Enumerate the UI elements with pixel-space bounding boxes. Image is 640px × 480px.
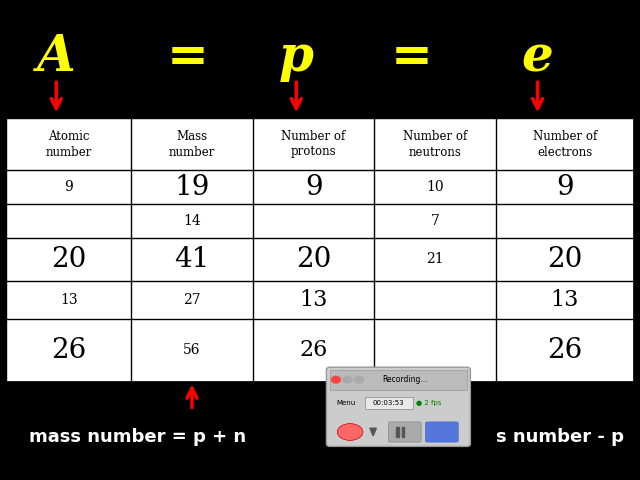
Bar: [330, 370, 467, 390]
Polygon shape: [402, 427, 404, 437]
Text: s number - p: s number - p: [496, 428, 624, 446]
Text: 13: 13: [60, 293, 77, 307]
FancyBboxPatch shape: [388, 422, 421, 442]
Text: 9: 9: [305, 174, 323, 201]
Text: Menu: Menu: [336, 400, 355, 406]
Text: 20: 20: [296, 246, 332, 273]
Circle shape: [343, 376, 352, 383]
Text: 13: 13: [300, 289, 328, 311]
Text: 20: 20: [547, 246, 582, 273]
Bar: [6, 118, 634, 382]
Text: 13: 13: [550, 289, 579, 311]
Text: 26: 26: [547, 337, 582, 364]
Text: A: A: [37, 33, 76, 82]
Circle shape: [332, 376, 340, 383]
Text: 26: 26: [51, 337, 86, 364]
Text: =: =: [390, 33, 433, 82]
Polygon shape: [370, 428, 376, 436]
Text: 19: 19: [174, 174, 210, 201]
Text: ● 2 fps: ● 2 fps: [416, 400, 442, 406]
FancyBboxPatch shape: [426, 422, 458, 442]
FancyBboxPatch shape: [326, 367, 470, 446]
Text: p: p: [279, 33, 314, 82]
Text: 41: 41: [174, 246, 210, 273]
Text: 10: 10: [426, 180, 444, 194]
Text: Recording...: Recording...: [383, 375, 428, 384]
Text: 9: 9: [556, 174, 573, 201]
Circle shape: [355, 376, 364, 383]
Text: 7: 7: [431, 214, 440, 228]
Ellipse shape: [337, 424, 363, 441]
Text: e: e: [522, 33, 554, 82]
Text: Number of
electrons: Number of electrons: [532, 130, 597, 158]
Text: 14: 14: [183, 214, 201, 228]
Text: Mass
number: Mass number: [169, 130, 215, 158]
Text: 56: 56: [183, 343, 201, 358]
Text: 21: 21: [426, 252, 444, 266]
Text: =: =: [166, 33, 209, 82]
Text: 26: 26: [300, 339, 328, 361]
Text: 9: 9: [65, 180, 73, 194]
Polygon shape: [396, 427, 399, 437]
Text: Number of
protons: Number of protons: [282, 130, 346, 158]
Text: Number of
neutrons: Number of neutrons: [403, 130, 467, 158]
Text: 20: 20: [51, 246, 86, 273]
Bar: [365, 397, 413, 409]
Text: Atomic
number: Atomic number: [45, 130, 92, 158]
Text: mass number = p + n: mass number = p + n: [29, 428, 246, 446]
Text: 00:03:53: 00:03:53: [372, 400, 404, 406]
Text: 27: 27: [183, 293, 201, 307]
